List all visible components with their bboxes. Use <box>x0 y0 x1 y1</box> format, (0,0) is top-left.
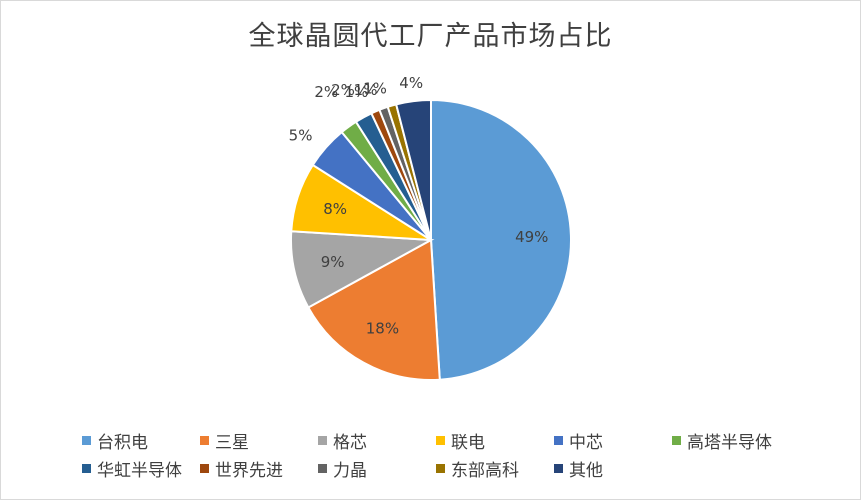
data-label-格芯: 9% <box>321 253 345 271</box>
legend-label: 世界先进 <box>215 460 283 481</box>
legend-label: 华虹半导体 <box>97 460 182 481</box>
chart-title: 全球晶圆代工厂产品市场占比 <box>248 21 613 52</box>
legend-item-力晶: 力晶 <box>318 456 436 481</box>
data-label-高塔半导体: 2% <box>314 83 338 101</box>
legend-swatch <box>200 435 209 445</box>
legend-label: 三星 <box>215 432 249 453</box>
data-label-中芯: 5% <box>289 127 313 145</box>
data-label-华虹半导体: 2% <box>331 81 355 99</box>
legend-label: 东部高科 <box>451 460 519 481</box>
legend-swatch <box>318 463 327 473</box>
data-label-联电: 8% <box>323 200 347 218</box>
data-label-东部高科: 1% <box>363 79 387 97</box>
legend-item-东部高科: 东部高科 <box>436 456 554 481</box>
legend-swatch <box>82 463 91 473</box>
data-label-三星: 18% <box>366 319 399 337</box>
legend-item-高塔半导体: 高塔半导体 <box>672 428 790 453</box>
legend-swatch <box>554 463 563 473</box>
pie-slice-台积电 <box>430 98 572 381</box>
legend-item-三星: 三星 <box>200 428 318 453</box>
legend-label: 力晶 <box>333 460 367 481</box>
legend-label: 其他 <box>569 460 603 481</box>
legend-item-联电: 联电 <box>436 428 554 453</box>
pie-slice-其他 <box>394 98 432 241</box>
legend-swatch <box>318 435 327 445</box>
legend-label: 台积电 <box>97 432 148 453</box>
data-label-世界先进: 1% <box>344 83 368 101</box>
legend-item-格芯: 格芯 <box>318 428 436 453</box>
legend-label: 联电 <box>451 432 485 453</box>
legend-swatch <box>436 435 445 445</box>
legend-row: 华虹半导体 世界先进 力晶 东部高科 其他 <box>82 454 842 482</box>
legend-label: 高塔半导体 <box>687 432 772 453</box>
pie-slice-三星 <box>306 238 441 381</box>
data-label-台积电: 49% <box>515 228 548 246</box>
legend: 台积电 三星 格芯 联电 中芯 高塔半导体华虹半导体 世界先进 力晶 东部高科 其他 <box>82 426 842 482</box>
legend-swatch <box>200 463 209 473</box>
legend-item-其他: 其他 <box>554 456 672 481</box>
legend-row: 台积电 三星 格芯 联电 中芯 高塔半导体 <box>82 426 842 454</box>
legend-label: 中芯 <box>569 432 603 453</box>
data-label-其他: 4% <box>399 74 423 92</box>
legend-item-华虹半导体: 华虹半导体 <box>82 456 200 481</box>
legend-swatch <box>672 435 681 445</box>
legend-swatch <box>82 435 91 445</box>
data-label-力晶: 1% <box>354 81 378 99</box>
legend-item-台积电: 台积电 <box>82 428 200 453</box>
legend-label: 格芯 <box>333 432 367 453</box>
legend-item-中芯: 中芯 <box>554 428 672 453</box>
pie-slice-格芯 <box>290 230 435 309</box>
legend-swatch <box>436 463 445 473</box>
legend-item-世界先进: 世界先进 <box>200 456 318 481</box>
legend-swatch <box>554 435 563 445</box>
